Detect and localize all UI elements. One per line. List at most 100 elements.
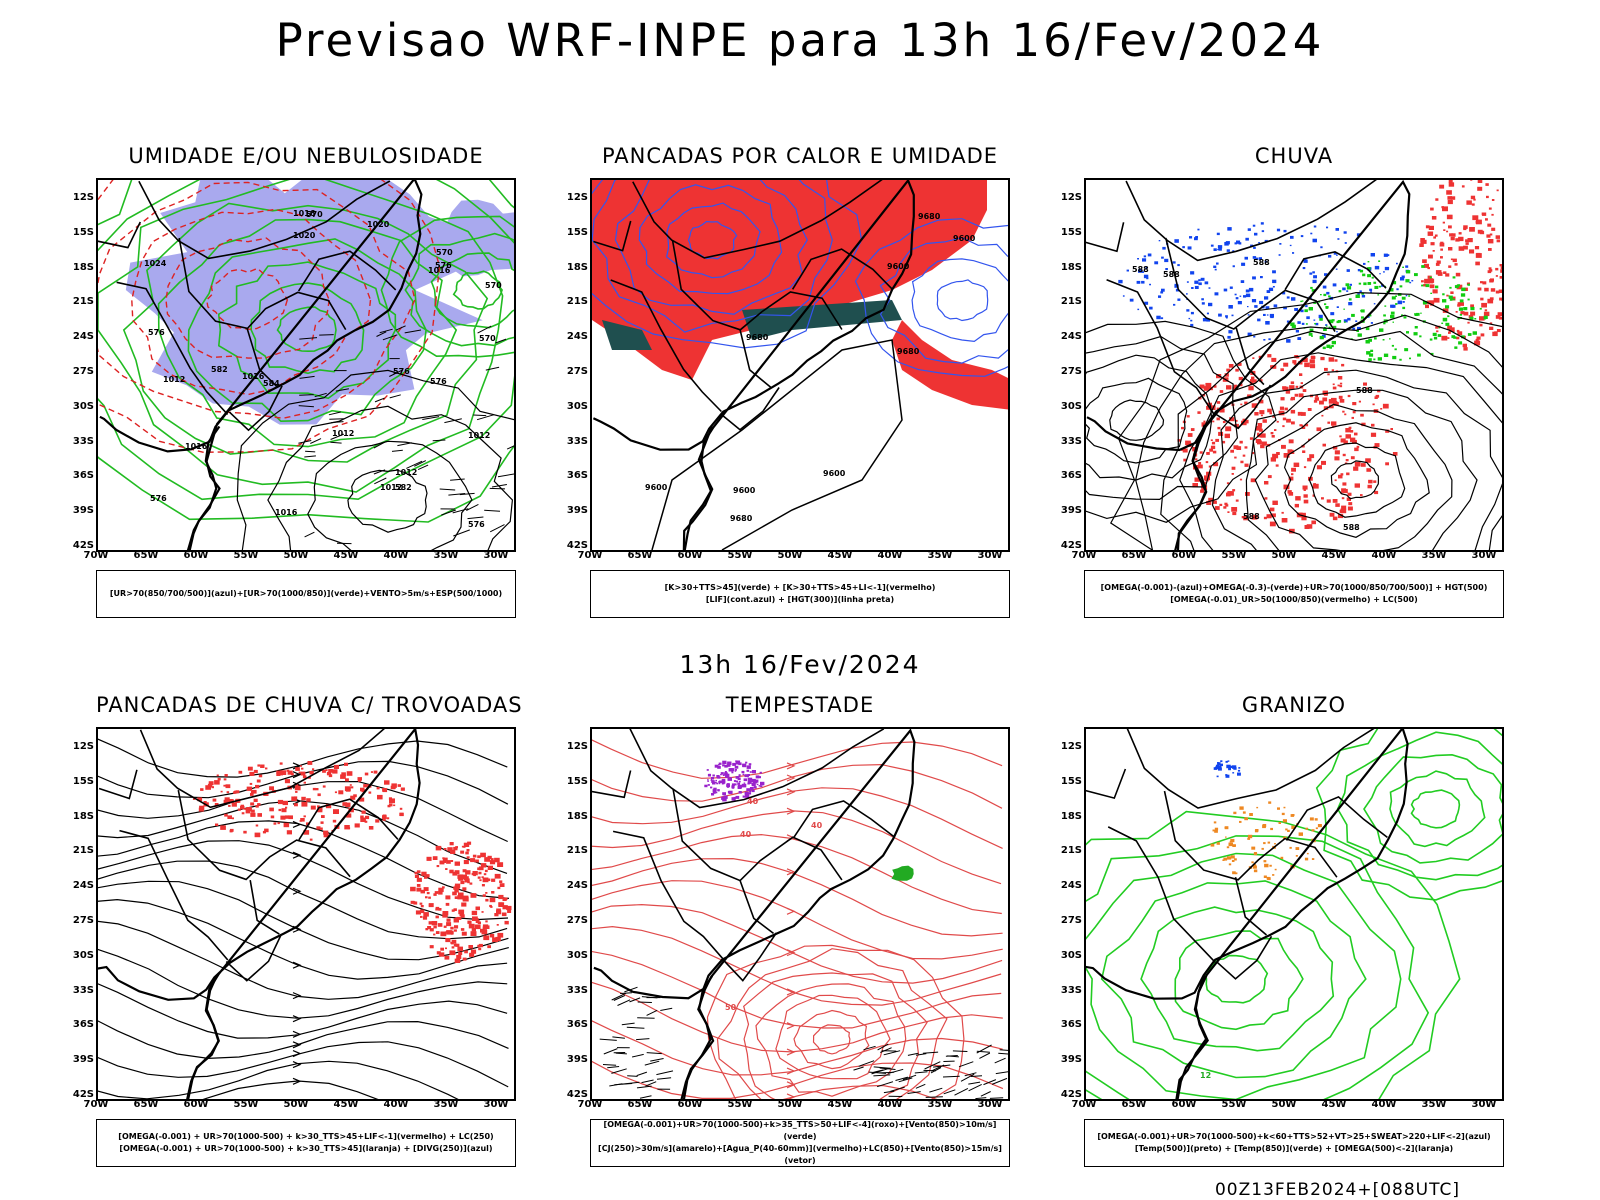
legend-line: [LIF](cont.azul) + [HGT(300)](linha pret… xyxy=(705,595,895,604)
legend-box: [UR>70(850/700/500)](azul)+[UR>70(1000/8… xyxy=(96,570,516,618)
legend-box: [OMEGA(-0.001)+UR>70(1000-500)+k>35_TTS>… xyxy=(590,1119,1010,1167)
longitude-label: 30W xyxy=(483,1099,509,1110)
panel-title: GRANIZO xyxy=(1241,693,1347,717)
longitude-label: 70W xyxy=(577,550,603,561)
rain-red-area xyxy=(1177,354,1398,534)
contour-label: 1012 xyxy=(380,483,402,492)
lifted-index-contours xyxy=(592,180,863,349)
contour-label: 9600 xyxy=(733,486,756,495)
latitude-label: 24S xyxy=(72,331,94,343)
hail-blue-area xyxy=(1213,760,1241,778)
contour-label: 570 xyxy=(479,334,496,343)
longitude-label: 65W xyxy=(133,1099,159,1110)
longitude-label: 60W xyxy=(677,550,703,561)
contour-label: 40 xyxy=(811,821,823,830)
coastline xyxy=(1086,180,1411,550)
contour-label: 588 xyxy=(1343,523,1360,532)
contour-label: 40 xyxy=(747,797,759,806)
latitude-label: 18S xyxy=(72,261,94,273)
contour-label: 1020 xyxy=(367,220,390,229)
wind-vectors-850 xyxy=(599,986,674,1099)
longitude-label: 40W xyxy=(383,550,409,561)
latitude-label: 39S xyxy=(566,1054,588,1066)
latitude-label: 12S xyxy=(72,192,94,203)
wind-vectors-850 xyxy=(853,1043,1008,1099)
contour-label: 582 xyxy=(211,365,228,374)
legend-line: [CJ(250)>30m/s](amarelo)+[Agua_P(40-60mm… xyxy=(598,1144,1002,1165)
legend-line: [UR>70(850/700/500)](azul)+[UR>70(1000/8… xyxy=(109,589,503,598)
longitude-label: 70W xyxy=(83,1099,109,1110)
longitude-label: 55W xyxy=(233,550,259,561)
map-frame: 12 xyxy=(1084,727,1504,1101)
rain-green-area xyxy=(1290,260,1488,361)
longitude-label: 50W xyxy=(283,550,309,561)
latitude-label: 39S xyxy=(72,1054,94,1066)
panel-title: PANCADAS DE CHUVA C/ TROVOADAS xyxy=(96,693,523,717)
latitude-label: 12S xyxy=(1060,192,1082,203)
longitude-label: 40W xyxy=(1371,1099,1397,1110)
latitude-label: 42S xyxy=(72,1089,94,1100)
latitude-label: 24S xyxy=(566,331,588,343)
latitude-label: 15S xyxy=(72,775,94,787)
contour-label: 1016 xyxy=(293,209,316,218)
map-frame: 1012 1012 1012 1012 1016 1016 1016 1016 1020 1020… xyxy=(96,178,516,552)
latitude-label: 12S xyxy=(72,741,94,752)
latitude-label: 21S xyxy=(566,845,588,857)
latitude-label: 15S xyxy=(72,226,94,238)
contour-label: 9600 xyxy=(645,483,668,492)
longitude-label: 70W xyxy=(577,1099,603,1110)
latitude-label: 24S xyxy=(1060,880,1082,892)
run-identifier: 00Z13FEB2024+[088UTC] xyxy=(1214,1180,1460,1200)
longitude-label: 55W xyxy=(1221,550,1247,561)
streamlines-250hpa xyxy=(98,738,510,1099)
latitude-label: 36S xyxy=(1060,1019,1082,1031)
latitude-label: 33S xyxy=(1060,435,1082,447)
longitude-label: 45W xyxy=(827,550,853,561)
longitude-label: 30W xyxy=(483,550,509,561)
map-frame xyxy=(96,727,516,1101)
latitude-label: 36S xyxy=(72,470,94,482)
contour-label: 9680 xyxy=(730,514,753,523)
contour-label: 9600 xyxy=(953,234,976,243)
map-plot: 12 xyxy=(1086,729,1502,1099)
contour-label: 588 xyxy=(1356,386,1373,395)
humidity-low-contours xyxy=(380,215,514,358)
contour-label: 576 xyxy=(435,261,452,270)
latitude-label: 42S xyxy=(72,540,94,551)
instability-red-area xyxy=(892,320,1008,410)
contour-label: 576 xyxy=(148,328,165,337)
temp850-contours xyxy=(1086,810,1461,1099)
contour-label: 584 xyxy=(263,379,280,388)
longitude-label: 35W xyxy=(927,550,953,561)
legend-box: [OMEGA(-0.001) + UR>70(1000-500) + k>30_… xyxy=(96,1119,516,1167)
panel-title: CHUVA xyxy=(1254,144,1334,168)
longitude-label: 35W xyxy=(433,1099,459,1110)
contour-labels: 12 xyxy=(1200,1071,1211,1080)
contour-label: 570 xyxy=(485,281,502,290)
latitude-label: 36S xyxy=(566,1019,588,1031)
contour-label: 1016 xyxy=(428,266,451,275)
latitude-label: 42S xyxy=(1060,540,1082,551)
latitude-label: 42S xyxy=(1060,1089,1082,1100)
humidity-mid-area xyxy=(417,199,514,277)
longitude-label: 70W xyxy=(83,550,109,561)
coastline xyxy=(592,180,915,550)
legend-box: [OMEGA(-0.001)+UR>70(1000-500)+k<60+TTS>… xyxy=(1084,1119,1504,1167)
longitude-label: 30W xyxy=(1471,550,1497,561)
longitude-label: 60W xyxy=(677,1099,703,1110)
legend-box: [OMEGA(-0.001)-(azul)+OMEGA(-0.3)-(verde… xyxy=(1084,570,1504,618)
panel-title: UMIDADE E/OU NEBULOSIDADE xyxy=(128,144,484,168)
longitude-label: 45W xyxy=(1321,1099,1347,1110)
contour-labels: 588 588 588 588 588 588 xyxy=(1132,258,1373,532)
latitude-label: 36S xyxy=(1060,470,1082,482)
legend-line: [OMEGA(-0.01)_UR>50(1000/850)(vermelho) … xyxy=(1170,595,1418,604)
longitude-label: 40W xyxy=(877,550,903,561)
longitude-label: 55W xyxy=(727,550,753,561)
map-plot: 40 40 50 40 xyxy=(592,729,1008,1099)
latitude-label: 30S xyxy=(72,949,94,961)
panel-title: TEMPESTADE xyxy=(725,693,875,717)
longitude-label: 55W xyxy=(727,1099,753,1110)
latitude-label: 42S xyxy=(566,1089,588,1100)
longitude-label: 65W xyxy=(1121,550,1147,561)
contour-labels: 1012 1012 1012 1012 1016 1016 1016 1016 1020 1020… xyxy=(144,209,502,529)
